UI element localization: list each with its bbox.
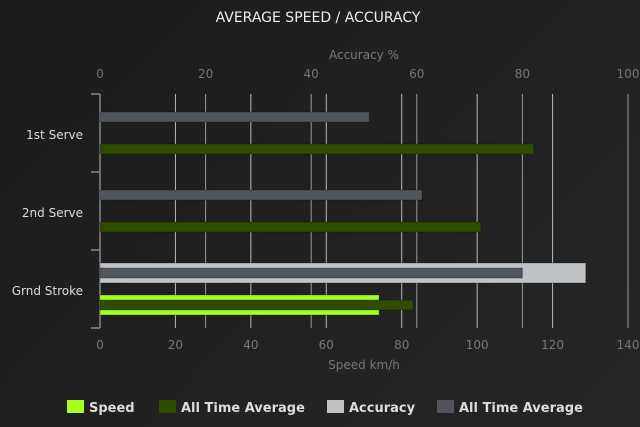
- accuracy-average-bar: [99, 189, 423, 201]
- legend-swatch: [437, 400, 454, 413]
- speed-tick-label: 60: [319, 338, 334, 352]
- accuracy-tick-label: 100: [617, 67, 640, 81]
- speed-average-bar: [99, 299, 414, 311]
- speed-tick-label: 0: [96, 338, 104, 352]
- legend-swatch: [327, 400, 344, 413]
- accuracy-average-bar: [99, 267, 523, 279]
- accuracy-tick-label: 0: [96, 67, 104, 81]
- speed-tick-label: 120: [541, 338, 564, 352]
- top-axis-label: Accuracy %: [329, 48, 399, 62]
- accuracy-tick-label: 40: [304, 67, 319, 81]
- bottom-axis-label: Speed km/h: [328, 358, 400, 372]
- category-label: 1st Serve: [26, 128, 83, 142]
- speed-tick-label: 100: [466, 338, 489, 352]
- speed-tick-label: 20: [168, 338, 183, 352]
- legend-swatch: [67, 400, 84, 413]
- category-label: 2nd Serve: [22, 206, 83, 220]
- accuracy-tick-label: 60: [409, 67, 424, 81]
- category-label: Grnd Stroke: [12, 284, 83, 298]
- legend-label: Accuracy: [349, 401, 416, 416]
- speed-tick-label: 140: [617, 338, 640, 352]
- legend-label: All Time Average: [459, 401, 583, 416]
- accuracy-tick-label: 20: [198, 67, 213, 81]
- speed-tick-label: 40: [243, 338, 258, 352]
- speed-tick-label: 80: [394, 338, 409, 352]
- chart-title: AVERAGE SPEED / ACCURACY: [216, 10, 421, 26]
- legend-swatch: [159, 400, 176, 413]
- legend-label: Speed: [89, 401, 135, 416]
- accuracy-tick-label: 80: [515, 67, 530, 81]
- accuracy-average-bar: [99, 111, 370, 123]
- speed-average-bar: [99, 143, 535, 155]
- legend-label: All Time Average: [181, 401, 305, 416]
- speed-average-bar: [99, 221, 482, 233]
